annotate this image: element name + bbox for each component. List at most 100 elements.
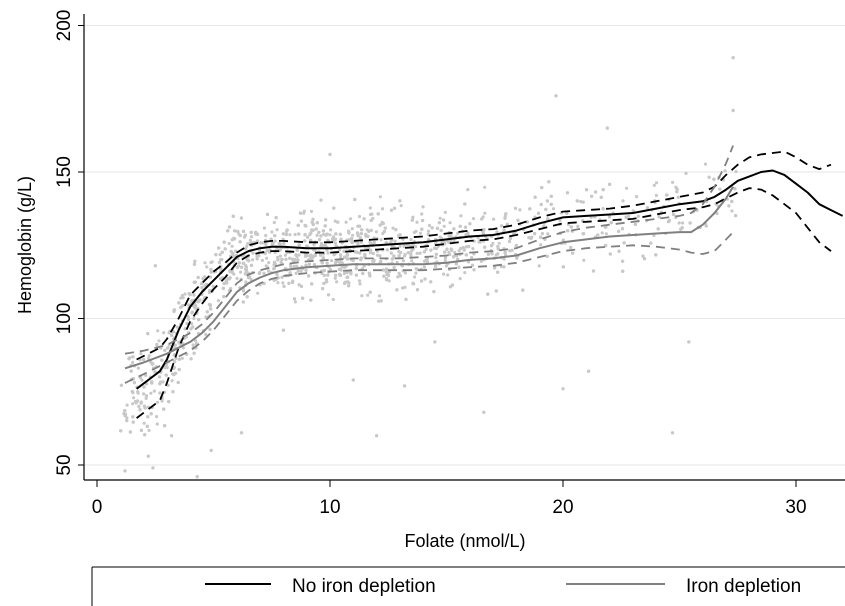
- scatter-point: [144, 394, 149, 398]
- scatter-point: [228, 276, 232, 280]
- scatter-point: [503, 216, 507, 220]
- scatter-point: [125, 419, 129, 423]
- scatter-point: [453, 250, 457, 255]
- scatter-point: [197, 318, 201, 322]
- scatter-point: [675, 190, 679, 194]
- scatter-point: [262, 226, 266, 230]
- scatter-point: [193, 306, 197, 310]
- scatter-point: [334, 232, 338, 236]
- scatter-point: [125, 416, 129, 420]
- scatter-point: [672, 212, 676, 217]
- scatter-point: [173, 371, 178, 375]
- scatter-point: [285, 228, 289, 232]
- scatter-point: [230, 270, 234, 274]
- scatter-point: [142, 421, 146, 425]
- scatter-point: [462, 248, 466, 252]
- scatter-point: [264, 233, 268, 238]
- scatter-point: [226, 229, 230, 233]
- scatter-point: [303, 233, 307, 237]
- scatter-point: [137, 404, 141, 409]
- scatter-point: [410, 218, 414, 222]
- scatter-point: [486, 292, 490, 296]
- scatter-point: [443, 210, 447, 214]
- scatter-point: [549, 194, 553, 198]
- scatter-point: [278, 254, 282, 258]
- scatter-point: [463, 202, 467, 206]
- scatter-point: [153, 370, 157, 374]
- scatter-point: [167, 400, 171, 404]
- scatter-point: [227, 241, 231, 246]
- scatter-point: [345, 253, 349, 257]
- scatter-point: [707, 175, 711, 179]
- scatter-point: [155, 400, 160, 404]
- scatter-point: [482, 410, 486, 414]
- scatter-point: [314, 227, 318, 231]
- scatter-point: [654, 253, 658, 257]
- scatter-point: [333, 237, 337, 241]
- scatter-point: [317, 238, 322, 242]
- scatter-point: [144, 396, 148, 400]
- scatter-point: [294, 271, 298, 275]
- scatter-point: [312, 263, 317, 267]
- scatter-point: [196, 275, 200, 280]
- scatter-point: [539, 243, 543, 247]
- scatter-point: [324, 233, 328, 237]
- scatter-point: [418, 231, 422, 235]
- scatter-point: [204, 332, 208, 336]
- scatter-point: [276, 258, 280, 262]
- scatter-point: [172, 365, 176, 369]
- scatter-point: [336, 220, 340, 224]
- scatter-point: [671, 180, 675, 184]
- scatter-point: [554, 94, 558, 98]
- scatter-point: [547, 180, 551, 184]
- scatter-point: [359, 240, 363, 244]
- scatter-point: [379, 299, 383, 303]
- scatter-point: [180, 293, 184, 298]
- scatter-point: [249, 235, 254, 239]
- scatter-point: [549, 202, 553, 206]
- scatter-point: [496, 247, 500, 251]
- scatter-point: [304, 268, 308, 272]
- series-line-1: [136, 150, 832, 361]
- gridlines: [85, 25, 845, 466]
- scatter-point: [440, 240, 444, 244]
- scatter-point: [251, 258, 255, 262]
- scatter-point: [320, 261, 324, 265]
- scatter-point: [712, 177, 716, 181]
- scatter-point: [179, 296, 183, 300]
- scatter-point: [322, 269, 326, 273]
- scatter-point: [411, 281, 415, 285]
- scatter-point: [368, 290, 372, 294]
- scatter-point: [357, 279, 362, 283]
- scatter-point: [356, 233, 360, 238]
- scatter-point: [219, 258, 223, 262]
- scatter-point: [442, 224, 446, 228]
- scatter-point: [323, 224, 327, 228]
- scatter-point: [429, 248, 433, 252]
- scatter-point: [422, 250, 426, 254]
- scatter-point: [502, 257, 506, 261]
- scatter-point: [584, 188, 589, 192]
- scatter-point: [424, 258, 428, 262]
- scatter-point: [600, 231, 604, 235]
- scatter-point: [665, 193, 669, 197]
- scatter-point: [470, 256, 474, 260]
- scatter-point: [269, 237, 273, 241]
- scatter-point: [192, 351, 196, 355]
- scatter-point: [546, 217, 550, 221]
- scatter-point: [369, 218, 373, 222]
- y-ticks: 50 100 150 200: [54, 10, 84, 476]
- scatter-point: [275, 228, 279, 232]
- scatter-point: [322, 281, 326, 285]
- scatter-point: [476, 236, 480, 240]
- scatter-point: [435, 226, 440, 230]
- scatter-point: [297, 232, 301, 236]
- scatter-point: [265, 212, 270, 216]
- series-line-4: [124, 145, 734, 355]
- scatter-point: [419, 279, 424, 283]
- scatter-point: [317, 230, 321, 234]
- scatter-point: [131, 415, 135, 419]
- scatter-point: [260, 258, 264, 262]
- series-layer: [124, 145, 844, 419]
- scatter-point: [358, 236, 362, 240]
